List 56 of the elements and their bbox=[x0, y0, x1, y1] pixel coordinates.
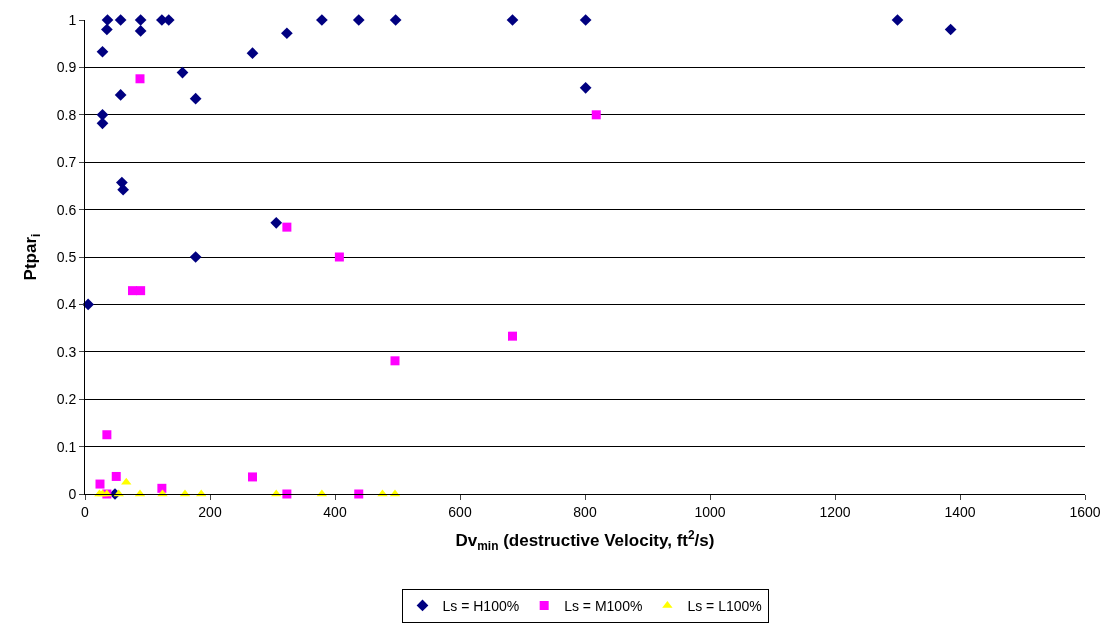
y-tick-label: 0.3 bbox=[56, 343, 77, 360]
point bbox=[176, 66, 189, 79]
x-tick-label: 600 bbox=[448, 503, 472, 520]
point bbox=[136, 286, 146, 296]
point bbox=[281, 27, 293, 40]
y-tick-label: 0.4 bbox=[56, 296, 77, 313]
point bbox=[189, 251, 202, 263]
point bbox=[579, 81, 592, 94]
point bbox=[134, 25, 147, 37]
point bbox=[506, 14, 519, 26]
point bbox=[579, 14, 592, 26]
point bbox=[101, 14, 114, 26]
point bbox=[111, 471, 121, 481]
y-tick-label: 0.9 bbox=[56, 59, 77, 76]
x-tick-label: 1600 bbox=[1069, 503, 1101, 520]
point bbox=[95, 479, 105, 489]
point bbox=[270, 217, 283, 229]
x-tick-label: 800 bbox=[573, 503, 597, 520]
point bbox=[352, 14, 365, 26]
point bbox=[134, 14, 147, 26]
point bbox=[944, 23, 957, 36]
point bbox=[508, 331, 517, 341]
point bbox=[248, 472, 257, 482]
point bbox=[390, 356, 400, 366]
point bbox=[334, 252, 344, 262]
y-tick-label: 0.5 bbox=[56, 248, 77, 265]
y-tick-label: 0.7 bbox=[56, 154, 77, 171]
point bbox=[101, 23, 113, 36]
y-tick-label: 0.8 bbox=[56, 106, 77, 123]
point bbox=[282, 222, 292, 232]
point bbox=[102, 430, 112, 440]
x-tick-label: 200 bbox=[198, 503, 222, 520]
legend-label: Ls = H100% bbox=[442, 597, 520, 614]
x-tick-label: 1200 bbox=[819, 503, 851, 520]
legend-label: Ls = M100% bbox=[564, 597, 643, 614]
point bbox=[591, 110, 601, 120]
point bbox=[82, 298, 94, 311]
x-tick-label: 0 bbox=[81, 503, 90, 520]
point bbox=[891, 14, 904, 26]
y-tick-label: 1 bbox=[68, 11, 77, 28]
point bbox=[389, 14, 402, 26]
point bbox=[246, 47, 259, 60]
y-tick-label: 0.1 bbox=[56, 438, 77, 455]
y-tick-label: 0.2 bbox=[56, 391, 77, 408]
legend-label: Ls = L100% bbox=[687, 597, 762, 614]
y-tick-label: 0 bbox=[68, 485, 77, 502]
point bbox=[189, 92, 202, 105]
x-axis-title: Dv$_{min}$ (destructive Velocity, ft$^{2}$/s) bbox=[455, 528, 715, 553]
point bbox=[96, 45, 109, 58]
point bbox=[114, 89, 127, 101]
x-tick-label: 1000 bbox=[694, 503, 726, 520]
point bbox=[114, 14, 127, 26]
x-tick-label: 400 bbox=[323, 503, 347, 520]
point bbox=[135, 74, 145, 84]
x-tick-label: 1400 bbox=[944, 503, 976, 520]
y-tick-label: 0.6 bbox=[56, 201, 77, 218]
